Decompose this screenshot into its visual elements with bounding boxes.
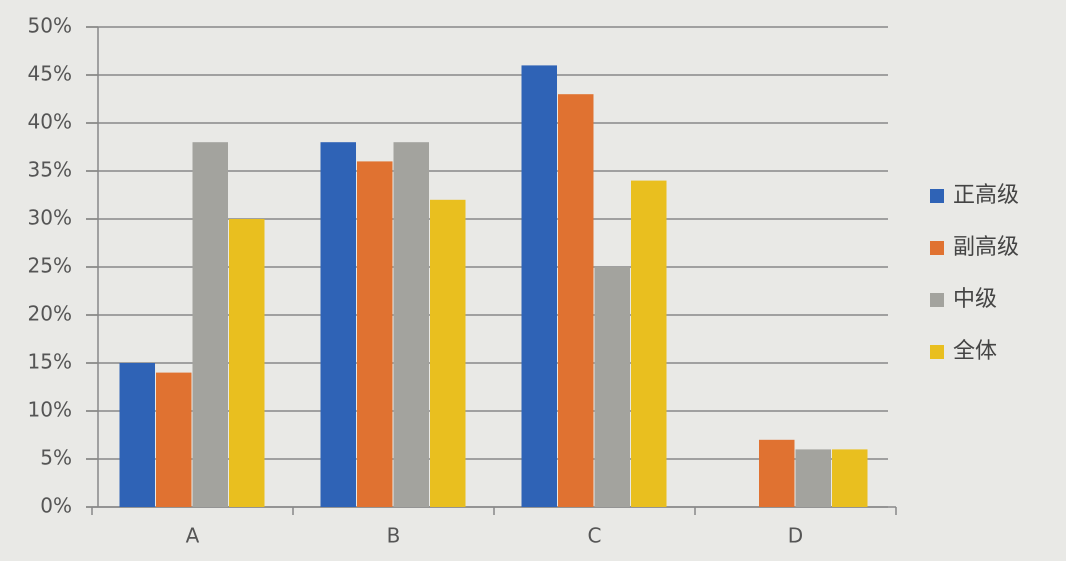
y-tick-label: 15%: [28, 350, 72, 374]
bar: [795, 449, 831, 507]
x-tick-label: D: [788, 524, 803, 548]
x-tick-label: A: [186, 524, 200, 548]
legend-label: 副高级: [953, 235, 1019, 260]
legend-swatch: [930, 293, 944, 307]
y-tick-label: 50%: [28, 14, 72, 38]
legend-label: 全体: [953, 339, 997, 364]
bar: [832, 449, 868, 507]
bar: [192, 142, 228, 507]
bar: [594, 267, 630, 507]
legend-swatch: [930, 241, 944, 255]
y-tick-label: 10%: [28, 398, 72, 422]
bar: [631, 180, 667, 507]
y-tick-label: 30%: [28, 206, 72, 230]
y-tick-label: 35%: [28, 158, 72, 182]
y-tick-label: 0%: [40, 494, 72, 518]
bar: [521, 65, 557, 508]
y-tick-label: 25%: [28, 254, 72, 278]
y-tick-label: 5%: [40, 446, 72, 470]
x-tick-label: B: [387, 524, 401, 548]
y-tick-label: 20%: [28, 302, 72, 326]
legend-label: 中级: [953, 287, 997, 312]
legend-label: 正高级: [953, 183, 1019, 208]
bar: [156, 372, 192, 507]
legend-swatch: [930, 189, 944, 203]
bar: [393, 142, 429, 507]
bar: [357, 161, 393, 507]
x-tick-label: C: [588, 524, 602, 548]
bar: [759, 439, 795, 507]
legend-swatch: [930, 345, 944, 359]
bar: [320, 142, 356, 507]
y-tick-label: 45%: [28, 62, 72, 86]
bar: [119, 363, 155, 507]
bar: [229, 219, 265, 507]
bar: [558, 94, 594, 507]
bar: [430, 199, 466, 508]
y-tick-label: 40%: [28, 110, 72, 134]
